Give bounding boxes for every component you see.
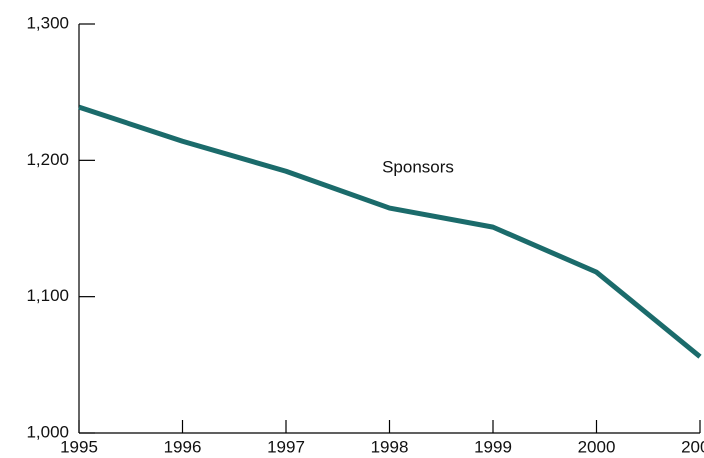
x-tick-label: 1999 — [474, 437, 512, 456]
series-line — [78, 104, 702, 359]
x-tick-label: 1998 — [371, 437, 409, 456]
y-tick-label: 1,200 — [26, 150, 69, 169]
x-tick-label: 1997 — [267, 437, 305, 456]
y-tick-label: 1,000 — [26, 422, 69, 441]
y-tick-label: 1,300 — [26, 13, 69, 32]
y-tick-label: 1,100 — [26, 286, 69, 305]
x-tick-label: 2000 — [578, 437, 616, 456]
x-tick-label: 1995 — [60, 437, 98, 456]
x-tick-label: 1996 — [164, 437, 202, 456]
series-annotation: Sponsors — [382, 157, 454, 176]
